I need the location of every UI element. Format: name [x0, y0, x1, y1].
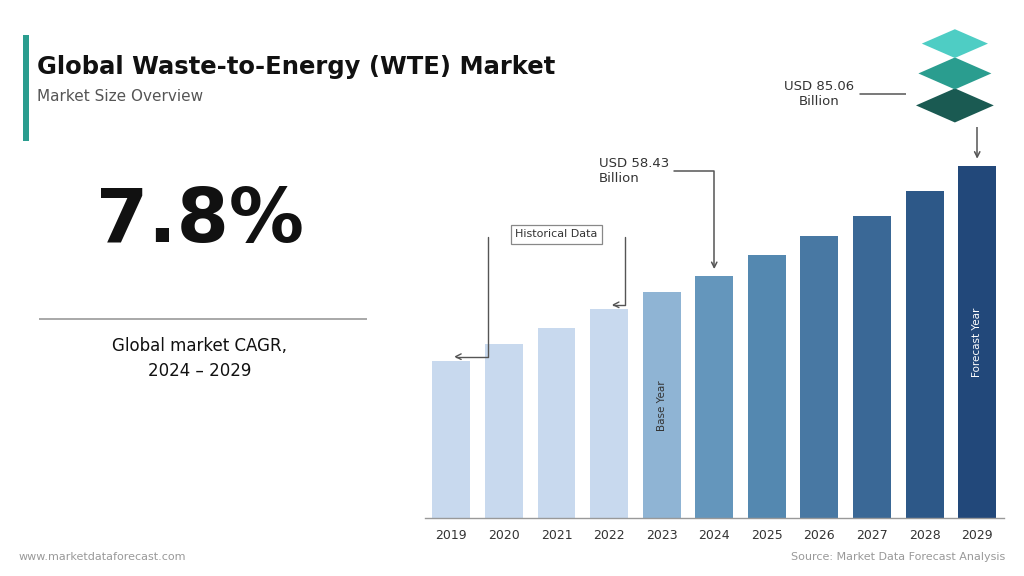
Bar [958, 166, 996, 518]
Text: USD 58.43
Billion: USD 58.43 Billion [598, 157, 717, 267]
Polygon shape [919, 58, 991, 89]
Text: www.marketdataforecast.com: www.marketdataforecast.com [18, 552, 186, 562]
Text: USD 85.06
Billion: USD 85.06 Billion [784, 79, 980, 157]
Text: Source: Market Data Forecast Analysis: Source: Market Data Forecast Analysis [792, 552, 1006, 562]
Bar [485, 344, 523, 518]
Bar [643, 293, 681, 518]
Bar [853, 215, 891, 518]
Text: Base Year: Base Year [656, 380, 667, 431]
Bar [590, 309, 628, 518]
Polygon shape [922, 29, 988, 58]
Bar [432, 361, 470, 518]
Bar [748, 255, 785, 518]
Text: 7.8%: 7.8% [95, 185, 304, 258]
Bar [538, 328, 575, 518]
Text: Historical Data: Historical Data [515, 229, 598, 239]
Text: Forecast Year: Forecast Year [972, 308, 982, 377]
Polygon shape [915, 88, 993, 123]
Bar [801, 236, 839, 518]
Bar [905, 191, 943, 518]
Bar [695, 276, 733, 518]
Text: Global Waste-to-Energy (WTE) Market: Global Waste-to-Energy (WTE) Market [37, 55, 555, 79]
Text: Global market CAGR,
2024 – 2029: Global market CAGR, 2024 – 2029 [113, 337, 287, 380]
Text: Market Size Overview: Market Size Overview [37, 89, 203, 104]
